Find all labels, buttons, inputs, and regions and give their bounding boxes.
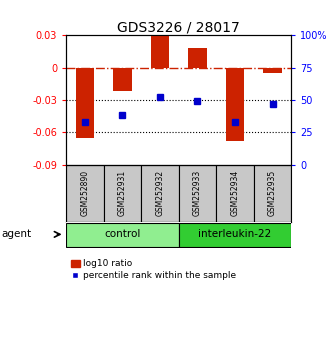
Bar bbox=[104, 165, 141, 222]
Text: agent: agent bbox=[2, 229, 32, 239]
Text: interleukin-22: interleukin-22 bbox=[198, 229, 272, 239]
Bar bbox=[263, 68, 282, 73]
Bar bbox=[216, 165, 254, 222]
Text: GSM252934: GSM252934 bbox=[230, 170, 240, 216]
Bar bbox=[254, 165, 291, 222]
Bar bbox=[66, 223, 179, 246]
Bar bbox=[226, 68, 244, 141]
Bar bbox=[66, 165, 104, 222]
Legend: log10 ratio, percentile rank within the sample: log10 ratio, percentile rank within the … bbox=[71, 259, 236, 280]
Bar bbox=[188, 48, 207, 68]
Text: GSM252931: GSM252931 bbox=[118, 170, 127, 216]
Text: GSM252933: GSM252933 bbox=[193, 170, 202, 216]
Bar bbox=[179, 165, 216, 222]
Bar bbox=[113, 68, 132, 91]
Bar bbox=[141, 165, 179, 222]
Bar bbox=[179, 223, 291, 246]
Bar bbox=[75, 68, 94, 138]
Text: GSM252932: GSM252932 bbox=[156, 170, 165, 216]
Text: GSM252935: GSM252935 bbox=[268, 170, 277, 216]
Text: control: control bbox=[104, 229, 141, 239]
Text: GSM252890: GSM252890 bbox=[80, 170, 89, 216]
Bar bbox=[151, 35, 169, 68]
Title: GDS3226 / 28017: GDS3226 / 28017 bbox=[118, 20, 240, 34]
